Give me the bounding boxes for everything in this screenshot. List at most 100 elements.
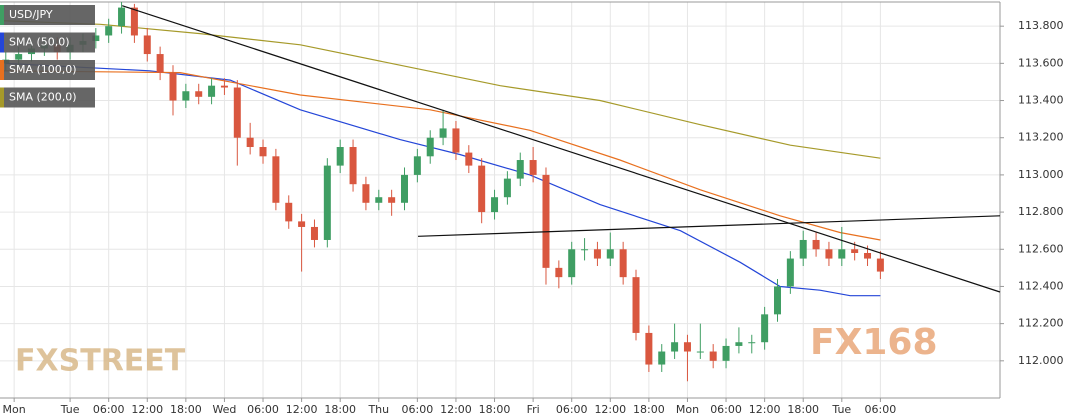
candle-body [362,184,370,203]
candle-body [735,342,743,346]
candle-body [876,258,884,272]
y-tick-label: 112.800 [1018,205,1064,218]
candle-body [195,91,203,97]
x-tick-label: 12:00 [286,403,318,416]
legend-box [0,32,95,53]
x-tick-label: 12:00 [131,403,163,416]
candle-body [401,174,409,203]
candle-body [246,137,254,148]
candle-body [671,342,679,352]
candle-body [15,54,23,60]
candle-body [298,221,306,227]
candle-body [388,197,396,203]
x-tick-label: Mon [3,403,26,416]
candle-body [516,160,524,179]
candle-body [118,7,126,27]
candle-body [568,249,576,278]
candle-body [696,351,704,353]
x-tick-label: 12:00 [594,403,626,416]
legend-label: SMA (200,0) [9,91,77,104]
candle-body [799,239,807,259]
sma-line [0,20,881,159]
candle-body [632,277,640,333]
candle-body [555,267,563,278]
candle-body [709,351,717,361]
watermark: FXSTREET [15,344,186,379]
candle-body [233,87,241,138]
candle-body [439,128,447,138]
x-tick-label: Tue [831,403,851,416]
candle-body [864,252,872,259]
legend-label: SMA (50,0) [9,36,70,49]
x-tick-label: 18:00 [633,403,665,416]
x-tick-label: 06:00 [247,403,279,416]
legend-item: SMA (100,0) [0,60,95,80]
candle-body [825,249,833,259]
candle-body [169,72,177,101]
x-tick-label: Thu [367,403,389,416]
candle-body [722,345,730,361]
candle-body [851,249,859,253]
y-tick-label: 112.600 [1018,242,1064,255]
y-tick-label: 113.400 [1018,94,1064,107]
legend-box [0,87,95,108]
x-tick-label: 18:00 [324,403,356,416]
x-tick-label: Fri [527,403,540,416]
x-tick-label: Wed [212,403,236,416]
legend-box [0,5,95,25]
candle-body [413,156,421,175]
candle-body [748,342,756,344]
candle-body [786,258,794,287]
candle-body [606,249,614,259]
candle-body [503,178,511,198]
candle-body [336,147,344,166]
x-tick-label: 06:00 [556,403,588,416]
x-tick-label: 18:00 [787,403,819,416]
candle-body [683,342,691,352]
x-tick-label: 06:00 [865,403,897,416]
candle-body [812,239,820,250]
legend-item: SMA (200,0) [0,87,95,108]
sma-line [0,70,881,241]
trend-line [122,5,1001,293]
candle-body [761,314,769,343]
candle-body [130,7,138,36]
legend-item: SMA (50,0) [0,32,95,53]
y-tick-label: 113.200 [1018,131,1064,144]
candle-body [285,202,293,222]
candle-body [491,197,499,213]
x-tick-label: 18:00 [479,403,511,416]
y-tick-label: 112.200 [1018,317,1064,330]
candle-body [143,35,151,55]
candle-body [773,286,781,315]
legend-label: SMA (100,0) [9,63,77,76]
candle-body [92,35,100,42]
legend-swatch [0,60,4,80]
candle-body [156,54,164,73]
candle-body [593,249,601,259]
candle-body [208,85,216,97]
y-tick-label: 112.400 [1018,279,1064,292]
y-tick-label: 112.000 [1018,354,1064,367]
candle-body [323,165,331,240]
candle-body [349,147,357,185]
legend-swatch [0,87,4,108]
candle-body [375,197,383,203]
x-tick-label: Tue [60,403,80,416]
watermark: FX168 [810,322,938,363]
x-tick-label: 06:00 [402,403,434,416]
trend-line [417,215,1001,237]
candle-body [581,249,589,251]
candle-body [465,152,473,166]
y-tick-label: 113.800 [1018,19,1064,32]
legend-swatch [0,5,4,25]
candle-body [478,165,486,213]
y-tick-label: 113.000 [1018,168,1064,181]
candle-body [542,174,550,268]
candle-body [310,226,318,240]
legend-item: USD/JPY [0,5,95,25]
legend-swatch [0,32,4,53]
candle-body [259,147,267,157]
candle-body [645,332,653,365]
